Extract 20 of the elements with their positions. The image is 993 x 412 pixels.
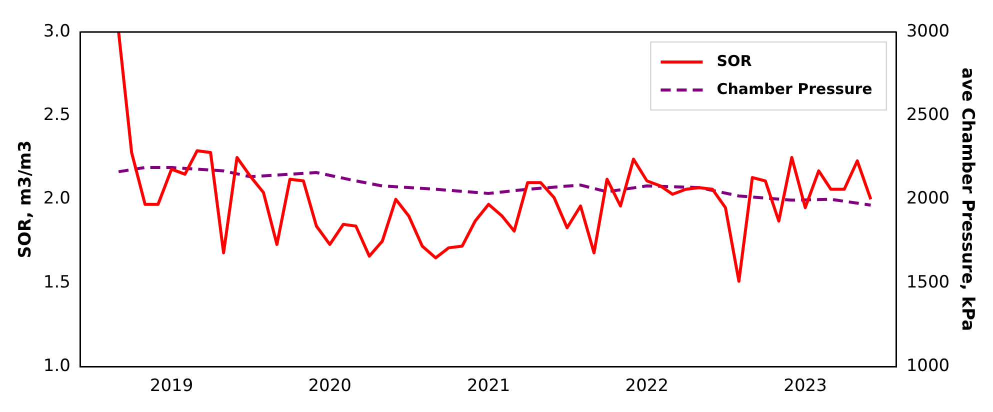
y2-tick-label: 2000 bbox=[906, 188, 950, 209]
x-tick-label: 2021 bbox=[466, 376, 510, 396]
y-tick-label: 1.0 bbox=[43, 356, 70, 376]
y2-tick-label: 3000 bbox=[906, 21, 950, 42]
y2-tick-label: 1000 bbox=[906, 356, 950, 376]
y-tick-label: 2.5 bbox=[43, 105, 70, 126]
y-tick-label: 3.0 bbox=[43, 21, 70, 42]
y2-tick-label: 2500 bbox=[906, 105, 950, 126]
x-tick-label: 2019 bbox=[150, 376, 194, 396]
y2-axis-title: ave Chamber Pressure, kPa bbox=[957, 68, 978, 332]
y-tick-label: 1.5 bbox=[43, 272, 70, 292]
line-series bbox=[117, 166, 872, 207]
legend-label: Chamber Pressure bbox=[716, 80, 872, 98]
y-tick-label: 2.0 bbox=[43, 188, 70, 209]
x-tick-label: 2020 bbox=[308, 376, 352, 396]
x-tick-label: 2023 bbox=[784, 376, 827, 396]
x-tick-label: 2022 bbox=[625, 376, 669, 396]
y2-tick-label: 1500 bbox=[906, 272, 950, 292]
y-axis-title: SOR, m3/m3 bbox=[16, 140, 36, 258]
legend-label: SOR bbox=[716, 52, 752, 70]
